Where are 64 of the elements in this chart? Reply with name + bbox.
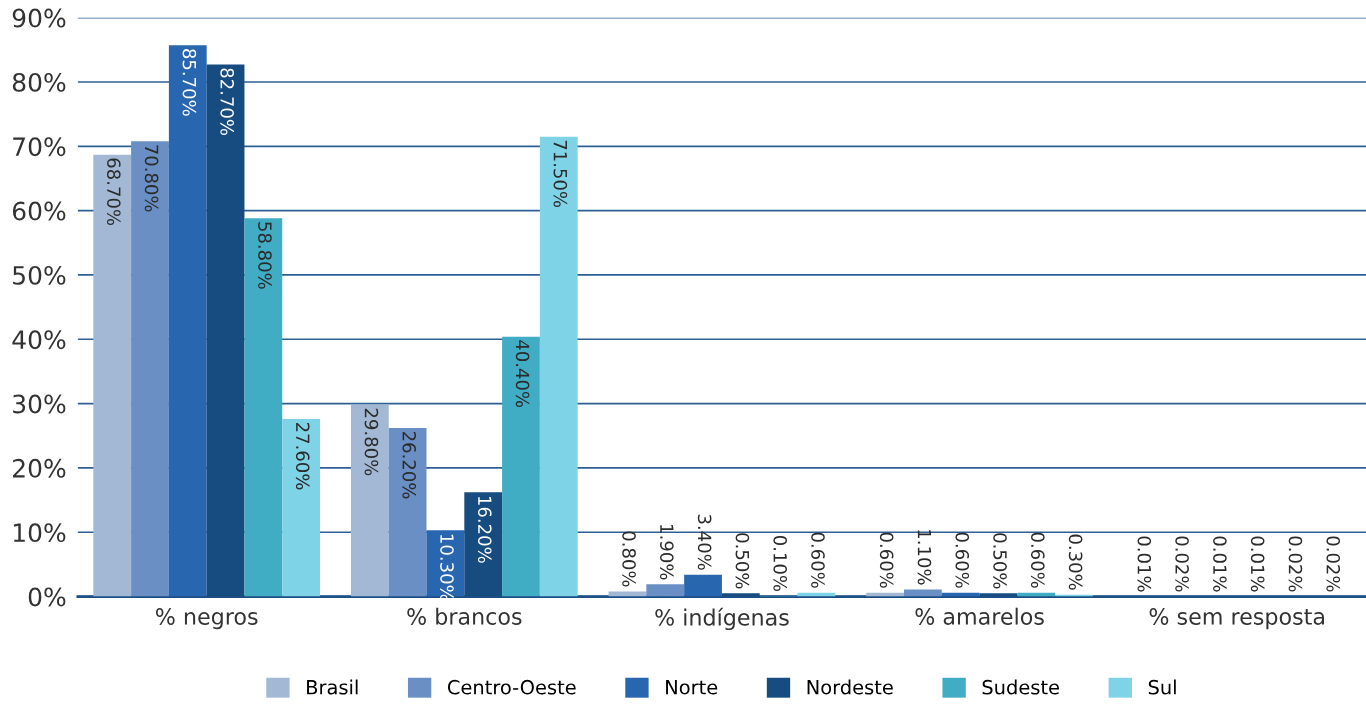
legend-label: Nordeste — [807, 679, 893, 695]
bar — [244, 218, 283, 597]
bar — [646, 584, 685, 597]
data-label: 1.10% — [917, 530, 932, 585]
data-label: 58.80% — [258, 222, 272, 289]
data-label: 26.20% — [402, 431, 417, 499]
data-label: 0.02% — [1288, 536, 1303, 592]
data-label: 0.60% — [955, 532, 970, 588]
data-label: 0.10% — [773, 535, 788, 592]
legend-label: Sudeste — [982, 679, 1059, 695]
legend-label: Norte — [666, 680, 718, 695]
bar — [168, 45, 207, 597]
y-tick-label: 0% — [28, 587, 66, 607]
bar — [608, 591, 647, 597]
bar — [350, 404, 389, 597]
data-label: 16.20% — [477, 496, 492, 563]
legend-label: Sul — [1148, 679, 1176, 695]
data-label: 0.02% — [1175, 536, 1189, 592]
bar — [903, 589, 942, 597]
data-label: 71.50% — [553, 140, 568, 208]
data-label: 82.70% — [220, 68, 234, 136]
bar — [502, 336, 540, 597]
x-tick-label: % negros — [155, 608, 258, 630]
x-tick-label: % amarelos — [915, 607, 1044, 625]
data-label: 40.40% — [515, 340, 530, 408]
legend-label: Brasil — [307, 679, 358, 695]
x-tick-label: % sem resposta — [1149, 608, 1324, 630]
data-label: 85.70% — [182, 49, 197, 116]
y-tick-label: 20% — [13, 458, 66, 478]
data-label: 0.60% — [879, 532, 894, 588]
bar — [131, 141, 169, 597]
legend-label: Centro-Oeste — [447, 679, 576, 695]
y-tick-label: 50% — [13, 265, 66, 285]
data-label: 0.30% — [1068, 534, 1083, 590]
bar — [539, 136, 578, 597]
y-tick-label: 70% — [13, 137, 66, 157]
data-label: 27.60% — [295, 422, 310, 490]
y-tick-label: 30% — [13, 394, 66, 414]
y-tick-label: 40% — [12, 330, 66, 350]
bar — [388, 428, 427, 597]
data-label: 0.80% — [622, 531, 636, 587]
y-tick-label: 90% — [12, 8, 66, 28]
y-tick-label: 80% — [12, 72, 66, 92]
y-tick-label: 10% — [13, 523, 66, 543]
data-label: 0.50% — [993, 533, 1007, 589]
data-label: 3.40% — [697, 514, 712, 570]
data-label: 0.01% — [1250, 536, 1265, 592]
x-tick-label: % brancos — [407, 607, 522, 625]
data-label: 0.60% — [1031, 532, 1045, 588]
bar — [282, 419, 321, 597]
y-tick-label: 60% — [12, 201, 66, 221]
data-label: 0.02% — [1326, 536, 1341, 592]
data-label: 1.90% — [660, 525, 674, 580]
data-label: 0.01% — [1213, 536, 1227, 592]
data-label: 10.30% — [440, 534, 454, 601]
data-label: 29.80% — [364, 408, 379, 476]
data-label: 0.50% — [735, 533, 750, 589]
bar — [684, 574, 722, 597]
data-label: 0.60% — [811, 532, 825, 588]
data-label: 70.80% — [144, 145, 159, 212]
x-tick-label: % indígenas — [655, 607, 789, 631]
data-label: 68.70% — [106, 158, 121, 226]
data-label: 0.01% — [1137, 536, 1152, 592]
bar — [93, 154, 132, 597]
